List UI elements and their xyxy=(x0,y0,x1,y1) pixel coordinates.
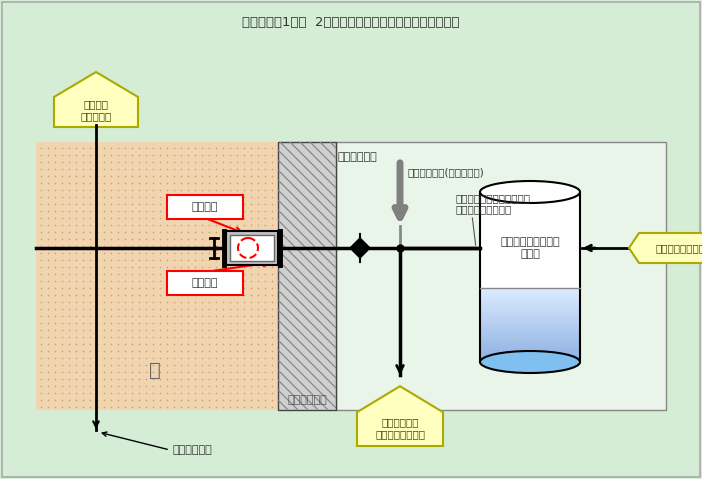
Bar xyxy=(480,288,580,290)
Bar xyxy=(480,316,580,318)
Bar xyxy=(480,330,580,331)
Text: 所内用水系統(新設ライン): 所内用水系統(新設ライン) xyxy=(408,167,485,177)
Polygon shape xyxy=(350,238,370,258)
Bar xyxy=(480,293,580,295)
Text: コンクリート: コンクリート xyxy=(287,395,327,405)
Bar xyxy=(480,315,580,317)
Bar xyxy=(480,325,580,327)
Bar xyxy=(480,297,580,299)
Bar xyxy=(480,323,580,326)
Bar xyxy=(480,298,580,300)
FancyBboxPatch shape xyxy=(167,195,243,219)
Bar xyxy=(480,332,580,334)
Bar xyxy=(480,331,580,333)
Text: 土: 土 xyxy=(149,361,161,379)
Bar xyxy=(278,142,336,410)
Bar xyxy=(480,318,580,319)
Bar xyxy=(480,353,580,355)
Polygon shape xyxy=(629,233,702,263)
Bar xyxy=(480,328,580,330)
Bar xyxy=(480,309,580,311)
Text: タービン建家: タービン建家 xyxy=(338,152,378,162)
Text: 当該箇所: 当該箇所 xyxy=(192,202,218,212)
Bar xyxy=(480,192,580,362)
Bar xyxy=(480,319,580,321)
Bar xyxy=(480,338,580,340)
Bar xyxy=(226,231,278,265)
Bar xyxy=(480,313,580,315)
Bar xyxy=(480,307,580,309)
Bar xyxy=(230,235,274,261)
Bar xyxy=(480,343,580,345)
Bar xyxy=(480,303,580,305)
Bar xyxy=(480,320,580,322)
Bar xyxy=(480,357,580,360)
Bar xyxy=(480,346,580,348)
Bar xyxy=(480,344,580,346)
Bar xyxy=(480,347,580,349)
FancyBboxPatch shape xyxy=(167,271,243,295)
Bar xyxy=(480,304,580,306)
Bar xyxy=(480,352,580,354)
Bar xyxy=(480,327,580,329)
Bar xyxy=(36,142,278,410)
Bar xyxy=(480,340,580,342)
Text: ドレン水（高温）: ドレン水（高温） xyxy=(656,243,702,253)
Bar xyxy=(480,334,580,336)
Ellipse shape xyxy=(480,351,580,373)
Text: タービン建家
非常用排水ピット: タービン建家 非常用排水ピット xyxy=(375,417,425,439)
Bar xyxy=(480,312,580,314)
Bar xyxy=(480,359,580,361)
Bar xyxy=(480,361,580,363)
Bar xyxy=(480,356,580,358)
Bar xyxy=(480,335,580,337)
Bar xyxy=(480,350,580,352)
Bar xyxy=(480,294,580,296)
Bar xyxy=(480,354,580,356)
Ellipse shape xyxy=(480,181,580,203)
Text: 切離箇所: 切離箇所 xyxy=(192,278,218,288)
Bar xyxy=(480,291,580,293)
Text: 伊方発電所1号機  2次系ブローダウンタンクまわり概略図: 伊方発電所1号機 2次系ブローダウンタンクまわり概略図 xyxy=(242,16,460,29)
Text: 脱気器室
屋内消火栓: 脱気器室 屋内消火栓 xyxy=(80,99,112,121)
Text: ２次系ブローダウンタンク
　排水冷却用水配管: ２次系ブローダウンタンク 排水冷却用水配管 xyxy=(455,193,530,215)
Bar xyxy=(480,289,580,291)
Bar xyxy=(480,301,580,303)
Bar xyxy=(480,310,580,312)
Bar xyxy=(480,341,580,343)
Bar xyxy=(480,337,580,339)
Polygon shape xyxy=(54,72,138,127)
Bar xyxy=(480,349,580,351)
Polygon shape xyxy=(357,386,443,446)
Text: ２次系ブローダウン
タンク: ２次系ブローダウン タンク xyxy=(501,237,559,259)
Bar xyxy=(336,142,666,410)
Bar xyxy=(480,322,580,324)
Bar xyxy=(480,300,580,302)
Text: 消火用水系統: 消火用水系統 xyxy=(172,445,212,455)
Bar xyxy=(480,296,580,297)
Bar xyxy=(480,306,580,308)
